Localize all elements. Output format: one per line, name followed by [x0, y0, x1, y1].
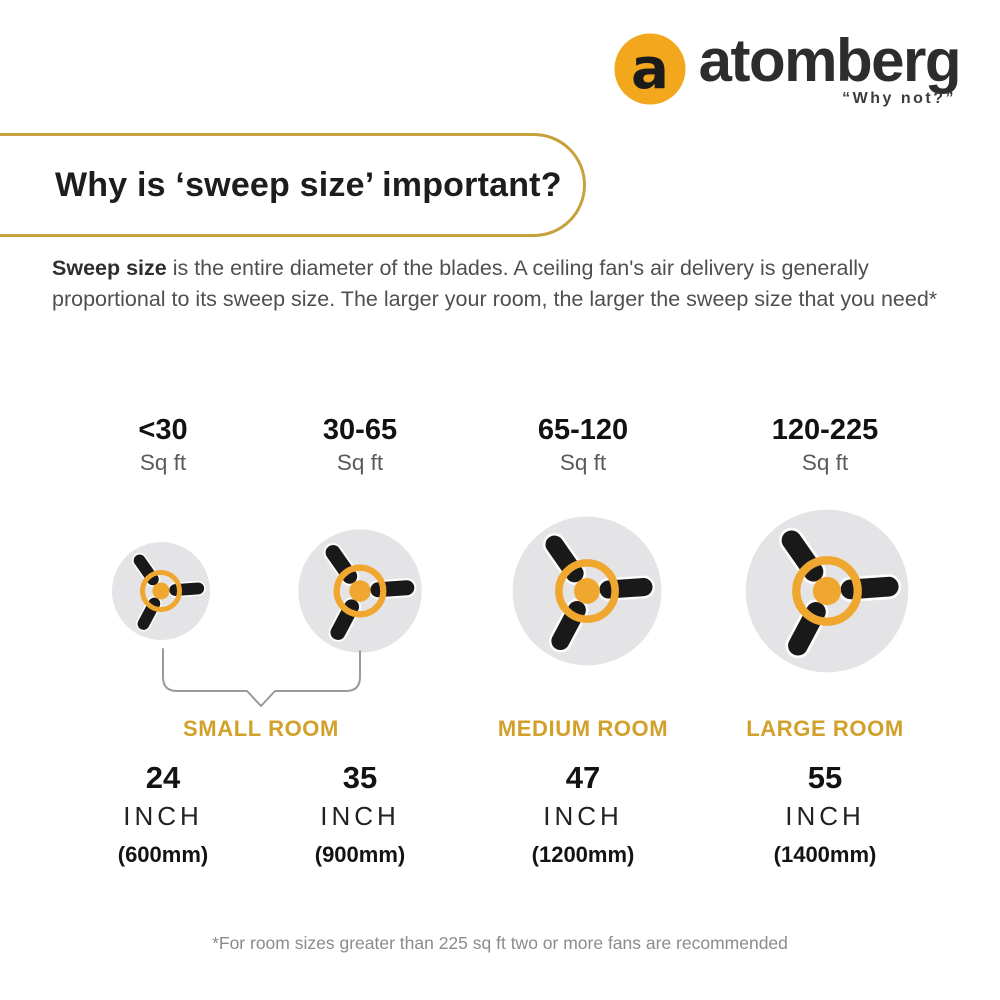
sweep-mm: (1400mm) [773, 842, 877, 867]
sweep-size-block-3: 47 INCH (1200mm) [473, 760, 693, 874]
intro-paragraph: Sweep size is the entire diameter of the… [52, 253, 952, 315]
area-header-2: 30-65 Sq ft [250, 413, 470, 478]
sweep-mm: (600mm) [117, 842, 209, 867]
logo-text-column: atomberg “Why not?” [698, 27, 962, 108]
room-label-medium: MEDIUM ROOM [497, 716, 669, 741]
sweep-inches: 35 [342, 760, 378, 795]
sweep-size-block-4: 55 INCH (1400mm) [715, 760, 935, 874]
area-unit: Sq ft [336, 450, 384, 475]
area-value: 30-65 [322, 414, 398, 446]
area-header-1: <30 Sq ft [53, 413, 273, 478]
inch-label: INCH [543, 801, 623, 831]
area-unit: Sq ft [559, 450, 607, 475]
sweep-size-block-2: 35 INCH (900mm) [250, 760, 470, 874]
ceiling-fan-icon-medium-47 [511, 515, 663, 667]
sweep-mm: (1200mm) [531, 842, 635, 867]
area-header-4: 120-225 Sq ft [715, 413, 935, 478]
brand-name: atomberg [698, 27, 962, 94]
area-unit: Sq ft [801, 450, 849, 475]
ceiling-fan-icon-small-24 [111, 541, 211, 641]
room-label-large: LARGE ROOM [746, 716, 904, 741]
area-value: 120-225 [771, 414, 879, 446]
sweep-size-block-1: 24 INCH (600mm) [53, 760, 273, 874]
room-label-small: SMALL ROOM [183, 716, 339, 741]
intro-line1: is the entire diameter of the blades. A … [166, 256, 869, 280]
sweep-inches: 47 [565, 760, 601, 795]
inch-label: INCH [320, 801, 400, 831]
sweep-inches: 24 [145, 760, 181, 795]
area-value: 65-120 [537, 414, 629, 446]
brand-tagline: “Why not?” [842, 90, 956, 107]
small-room-bracket [162, 648, 361, 707]
brand-logo: a atomberg “Why not?” [613, 27, 962, 108]
atomberg-a-icon: a [614, 33, 686, 105]
area-unit: Sq ft [139, 450, 187, 475]
svg-text:a: a [631, 37, 669, 102]
intro-lead-bold: Sweep size [52, 256, 167, 280]
ceiling-fan-icon-large-55 [744, 508, 910, 674]
sweep-mm: (900mm) [314, 842, 406, 867]
area-value: <30 [138, 414, 188, 446]
inch-label: INCH [785, 801, 865, 831]
footnote: *For room sizes greater than 225 sq ft t… [212, 933, 788, 953]
ceiling-fan-icon-small-35 [297, 528, 423, 654]
page-title: Why is ‘sweep size’ important? [55, 165, 562, 204]
area-header-3: 65-120 Sq ft [473, 413, 693, 478]
inch-label: INCH [123, 801, 203, 831]
intro-line2: proportional to its sweep size. The larg… [52, 287, 938, 311]
sweep-inches: 55 [807, 760, 843, 795]
headline-pill: Why is ‘sweep size’ important? [0, 133, 586, 237]
